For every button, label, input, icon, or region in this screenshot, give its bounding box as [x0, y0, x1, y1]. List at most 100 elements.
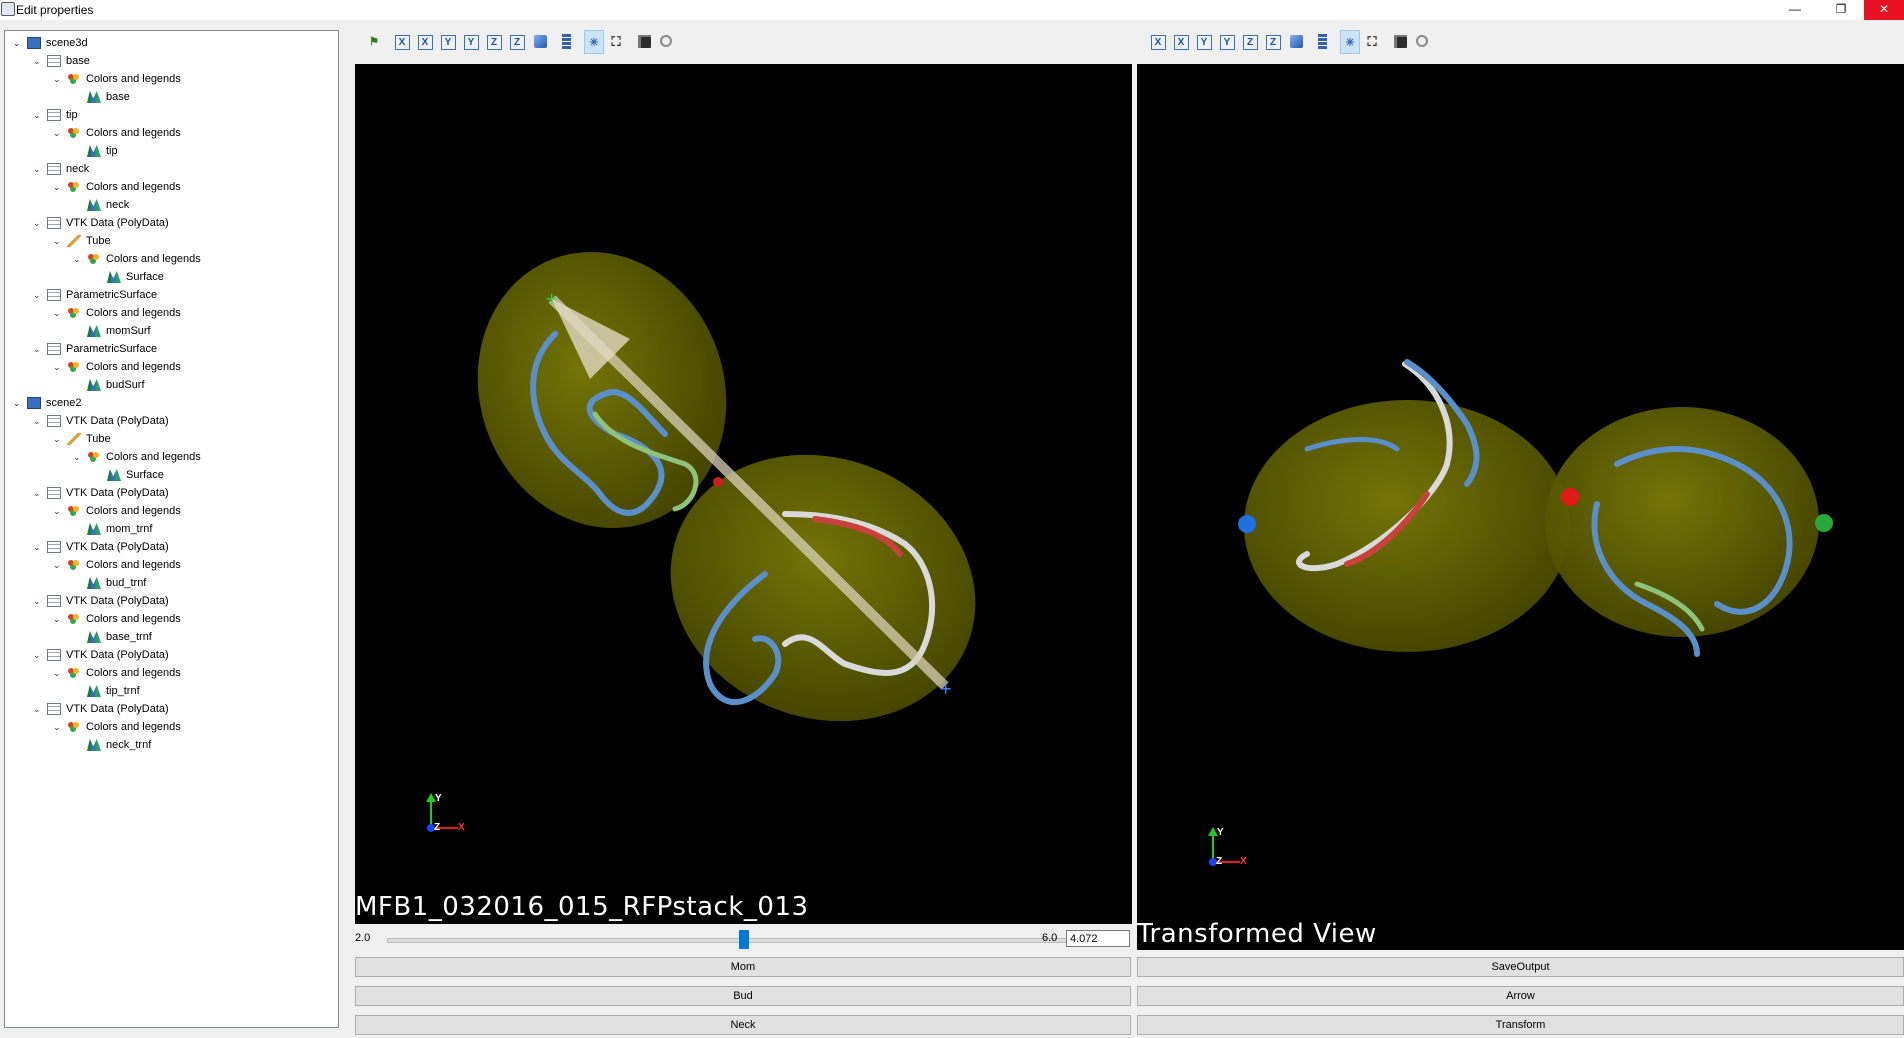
axes-toggle-button[interactable]: ✳: [584, 30, 604, 54]
expand-chevron-icon[interactable]: ⌄: [13, 398, 21, 408]
pick-tool-icon[interactable]: ⚑: [369, 36, 379, 48]
tree-item[interactable]: ⌄ Colors and legends: [5, 70, 335, 88]
view-plus-x-button[interactable]: X: [1148, 30, 1168, 54]
view-minus-y-button[interactable]: Y: [1217, 30, 1237, 54]
expand-chevron-icon[interactable]: ⌄: [53, 722, 61, 732]
tree-item[interactable]: ⌄ Tube: [5, 430, 335, 448]
tree-item[interactable]: ⌄ Colors and legends: [5, 610, 335, 628]
left-scene-graphic[interactable]: + +: [355, 64, 1132, 924]
tree-item[interactable]: ⌄ Colors and legends: [5, 664, 335, 682]
axes-toggle-button[interactable]: ✳: [1340, 30, 1360, 54]
settings-button[interactable]: [656, 30, 676, 54]
view-plus-z-button[interactable]: Z: [1240, 30, 1260, 54]
expand-chevron-icon[interactable]: ⌄: [53, 128, 61, 138]
expand-chevron-icon[interactable]: ⌄: [33, 344, 41, 354]
tree-item[interactable]: ⌄ Colors and legends: [5, 124, 335, 142]
view-plus-z-button[interactable]: Z: [484, 30, 504, 54]
save-snapshot-button[interactable]: [1390, 30, 1410, 54]
expand-chevron-icon[interactable]: ⌄: [53, 506, 61, 516]
tree-item[interactable]: bud_trnf: [5, 574, 335, 592]
expand-chevron-icon[interactable]: ⌄: [13, 38, 21, 48]
isometric-view-button[interactable]: [1286, 30, 1306, 54]
tree-item[interactable]: tip_trnf: [5, 682, 335, 700]
tree-item[interactable]: ⌄ scene2: [5, 394, 335, 412]
tree-item[interactable]: base_trnf: [5, 628, 335, 646]
close-button[interactable]: ✕: [1864, 0, 1904, 20]
expand-chevron-icon[interactable]: ⌄: [33, 290, 41, 300]
bud-button[interactable]: Bud: [355, 986, 1131, 1006]
property-tree[interactable]: ⌄ scene3d ⌄ base ⌄ Colors and legends base ⌄ tip…: [4, 30, 339, 1028]
parallel-projection-button[interactable]: [1312, 30, 1332, 54]
expand-chevron-icon[interactable]: ⌄: [33, 164, 41, 174]
tree-item[interactable]: ⌄ VTK Data (PolyData): [5, 214, 335, 232]
tree-item[interactable]: ⌄ neck: [5, 160, 335, 178]
tree-item[interactable]: mom_trnf: [5, 520, 335, 538]
tree-item[interactable]: ⌄ ParametricSurface: [5, 286, 335, 304]
tree-item[interactable]: neck: [5, 196, 335, 214]
expand-chevron-icon[interactable]: ⌄: [53, 74, 61, 84]
expand-chevron-icon[interactable]: ⌄: [33, 704, 41, 714]
tree-item[interactable]: ⌄ ParametricSurface: [5, 340, 335, 358]
tree-item[interactable]: Surface: [5, 466, 335, 484]
expand-chevron-icon[interactable]: ⌄: [53, 362, 61, 372]
tree-item[interactable]: ⌄ VTK Data (PolyData): [5, 646, 335, 664]
tree-item[interactable]: ⌄ tip: [5, 106, 335, 124]
neck-button[interactable]: Neck: [355, 1015, 1131, 1035]
tree-item[interactable]: momSurf: [5, 322, 335, 340]
tree-item[interactable]: ⌄ Colors and legends: [5, 178, 335, 196]
view-minus-x-button[interactable]: X: [415, 30, 435, 54]
view-minus-x-button[interactable]: X: [1171, 30, 1191, 54]
view-plus-x-button[interactable]: X: [392, 30, 412, 54]
tree-item[interactable]: Surface: [5, 268, 335, 286]
save-output-button[interactable]: SaveOutput: [1137, 957, 1904, 977]
expand-chevron-icon[interactable]: ⌄: [33, 596, 41, 606]
slider-value-input[interactable]: 4.072: [1066, 930, 1130, 947]
slider-handle[interactable]: [739, 930, 750, 949]
tree-item[interactable]: ⌄ Colors and legends: [5, 250, 335, 268]
expand-chevron-icon[interactable]: ⌄: [53, 560, 61, 570]
view-plus-y-button[interactable]: Y: [1194, 30, 1214, 54]
expand-chevron-icon[interactable]: ⌄: [53, 182, 61, 192]
isometric-view-button[interactable]: [530, 30, 550, 54]
expand-chevron-icon[interactable]: ⌄: [33, 650, 41, 660]
restore-button[interactable]: ❐: [1835, 2, 1847, 16]
expand-chevron-icon[interactable]: ⌄: [53, 434, 61, 444]
view-minus-z-button[interactable]: Z: [507, 30, 527, 54]
view-minus-y-button[interactable]: Y: [461, 30, 481, 54]
expand-chevron-icon[interactable]: ⌄: [53, 614, 61, 624]
view-plus-y-button[interactable]: Y: [438, 30, 458, 54]
tree-item[interactable]: neck_trnf: [5, 736, 335, 754]
tree-item[interactable]: tip: [5, 142, 335, 160]
transform-button[interactable]: Transform: [1137, 1015, 1904, 1035]
tree-item[interactable]: budSurf: [5, 376, 335, 394]
settings-button[interactable]: [1412, 30, 1432, 54]
parallel-projection-button[interactable]: [556, 30, 576, 54]
expand-chevron-icon[interactable]: ⌄: [33, 542, 41, 552]
tree-item[interactable]: ⌄ base: [5, 52, 335, 70]
tree-item[interactable]: ⌄ Colors and legends: [5, 556, 335, 574]
tree-item[interactable]: ⌄ Colors and legends: [5, 502, 335, 520]
expand-chevron-icon[interactable]: ⌄: [33, 110, 41, 120]
tree-item[interactable]: ⌄ scene3d: [5, 34, 335, 52]
expand-chevron-icon[interactable]: ⌄: [53, 236, 61, 246]
expand-chevron-icon[interactable]: ⌄: [53, 308, 61, 318]
fit-view-button[interactable]: ⛶: [606, 30, 626, 54]
tree-item[interactable]: ⌄ VTK Data (PolyData): [5, 592, 335, 610]
view-minus-z-button[interactable]: Z: [1263, 30, 1283, 54]
tree-item[interactable]: base: [5, 88, 335, 106]
tree-item[interactable]: ⌄ Colors and legends: [5, 718, 335, 736]
expand-chevron-icon[interactable]: ⌄: [33, 56, 41, 66]
tree-item[interactable]: ⌄ Colors and legends: [5, 304, 335, 322]
expand-chevron-icon[interactable]: ⌄: [33, 488, 41, 498]
tree-item[interactable]: ⌄ Tube: [5, 232, 335, 250]
tree-item[interactable]: ⌄ Colors and legends: [5, 358, 335, 376]
expand-chevron-icon[interactable]: ⌄: [73, 254, 81, 264]
save-snapshot-button[interactable]: [634, 30, 654, 54]
fit-view-button[interactable]: ⛶: [1362, 30, 1382, 54]
left-3d-viewport[interactable]: + + Y Z X MFB1_032016_015_RFPstack_013: [355, 64, 1132, 924]
expand-chevron-icon[interactable]: ⌄: [53, 668, 61, 678]
tree-item[interactable]: ⌄ VTK Data (PolyData): [5, 484, 335, 502]
slider-track[interactable]: [387, 938, 1079, 943]
right-3d-viewport[interactable]: Y Z X Transformed View: [1137, 64, 1904, 950]
expand-chevron-icon[interactable]: ⌄: [73, 452, 81, 462]
